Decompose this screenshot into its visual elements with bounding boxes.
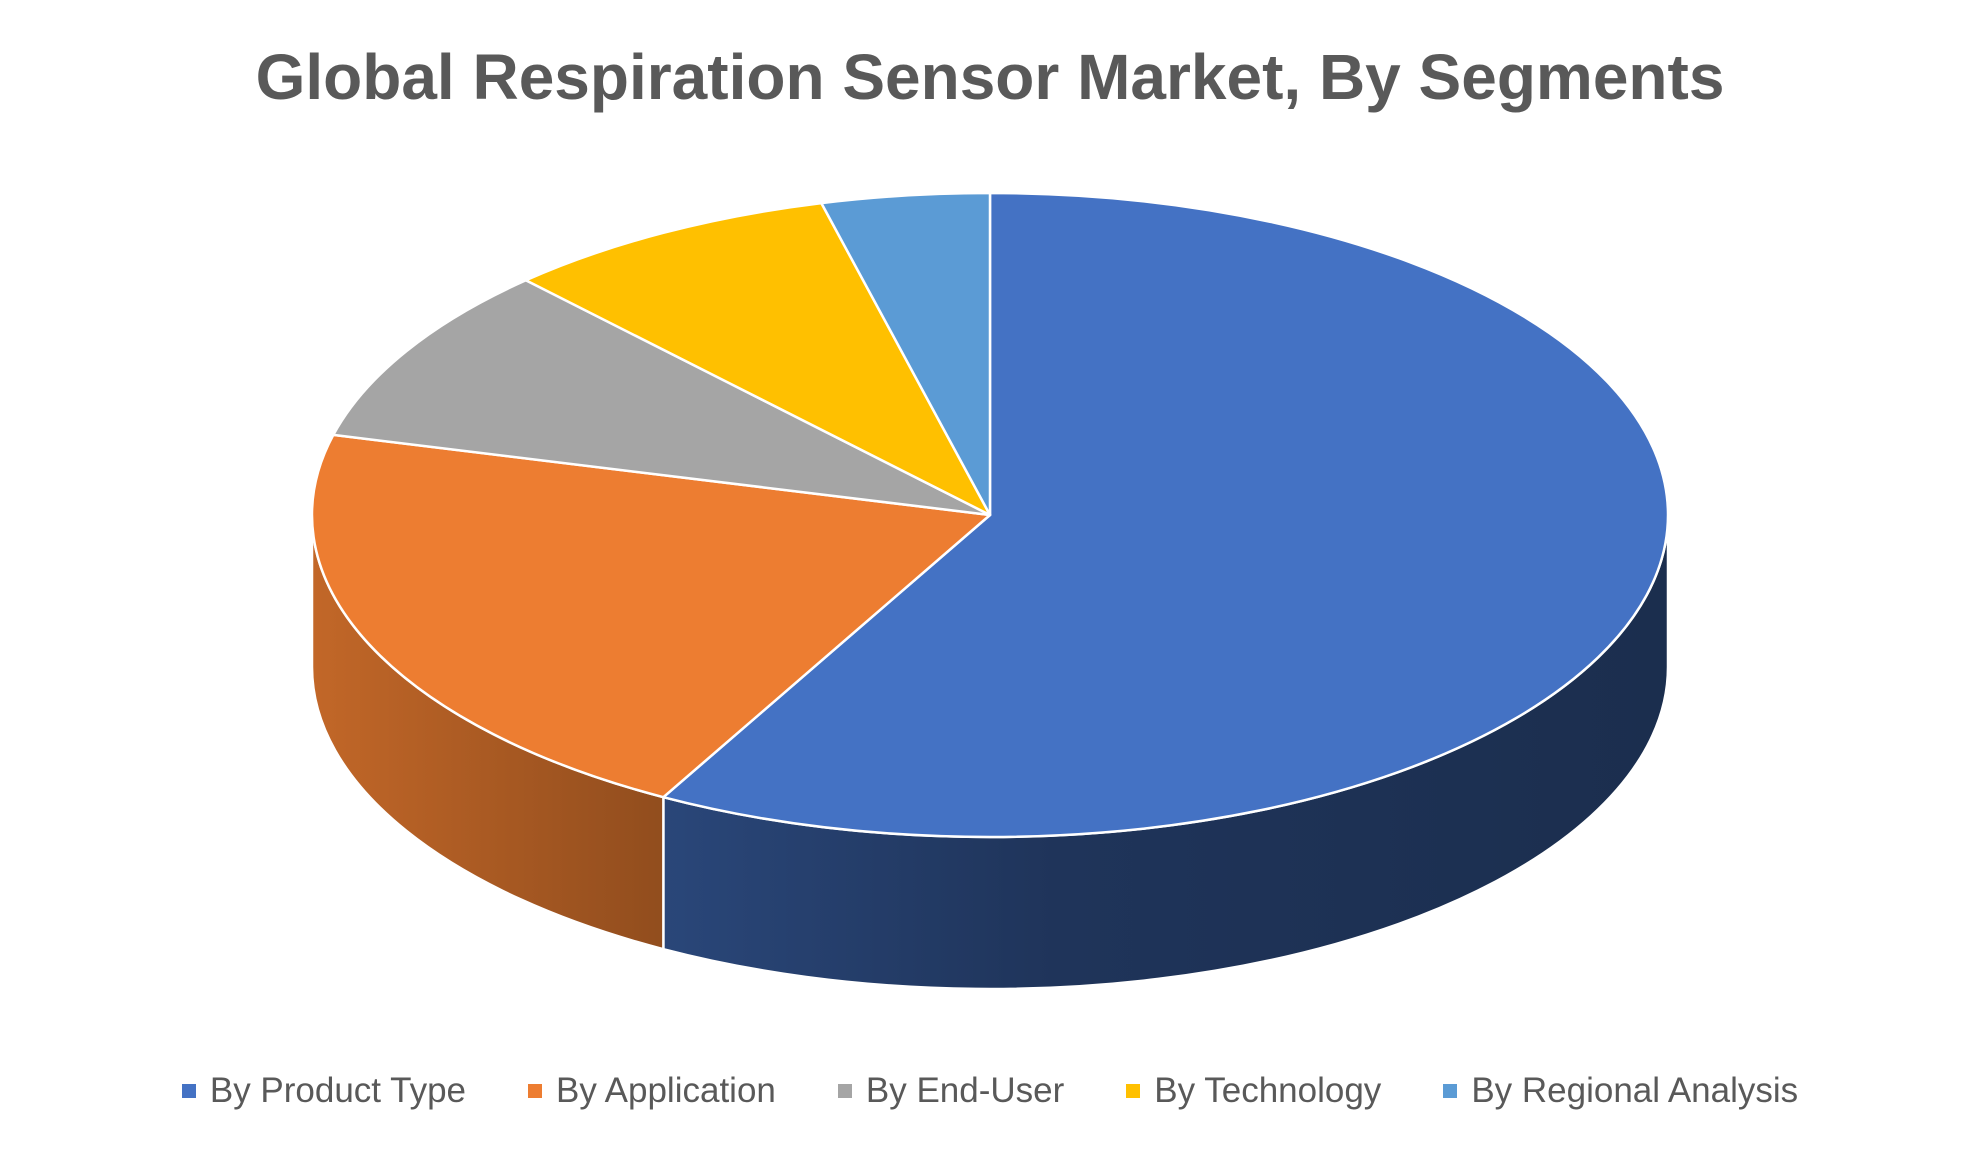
legend: By Product Type By Application By End-User… bbox=[0, 1068, 1980, 1114]
legend-swatch bbox=[837, 1084, 852, 1098]
pie-slice-by-application[interactable] bbox=[310, 433, 992, 799]
legend-item-by-regional-analysis[interactable]: By Regional Analysis bbox=[1443, 1071, 1798, 1111]
pie-slice-by-product-type[interactable] bbox=[662, 191, 1670, 839]
pie-slice-by-end-user[interactable] bbox=[332, 279, 992, 517]
legend-item-by-end-user[interactable]: By End-User bbox=[837, 1071, 1065, 1111]
legend-label: By End-User bbox=[865, 1071, 1065, 1110]
legend-item-by-application[interactable]: By Application bbox=[528, 1071, 776, 1111]
chart-title: Global Respiration Sensor Market, By Seg… bbox=[255, 41, 1725, 113]
legend-swatch bbox=[181, 1084, 196, 1098]
legend-swatch bbox=[1443, 1084, 1458, 1098]
pie-slice-by-technology[interactable] bbox=[524, 201, 992, 517]
pie-top-faces bbox=[310, 191, 1670, 839]
pie-slice-by-regional-analysis[interactable] bbox=[820, 191, 992, 517]
legend-label: By Application bbox=[556, 1071, 776, 1110]
legend-swatch bbox=[528, 1084, 543, 1098]
legend-swatch bbox=[1126, 1084, 1141, 1098]
legend-label: By Technology bbox=[1154, 1071, 1382, 1110]
legend-label: By Product Type bbox=[209, 1071, 467, 1110]
legend-label: By Regional Analysis bbox=[1471, 1071, 1799, 1110]
legend-item-by-technology[interactable]: By Technology bbox=[1126, 1071, 1381, 1111]
legend-item-by-product-type[interactable]: By Product Type bbox=[181, 1071, 467, 1111]
